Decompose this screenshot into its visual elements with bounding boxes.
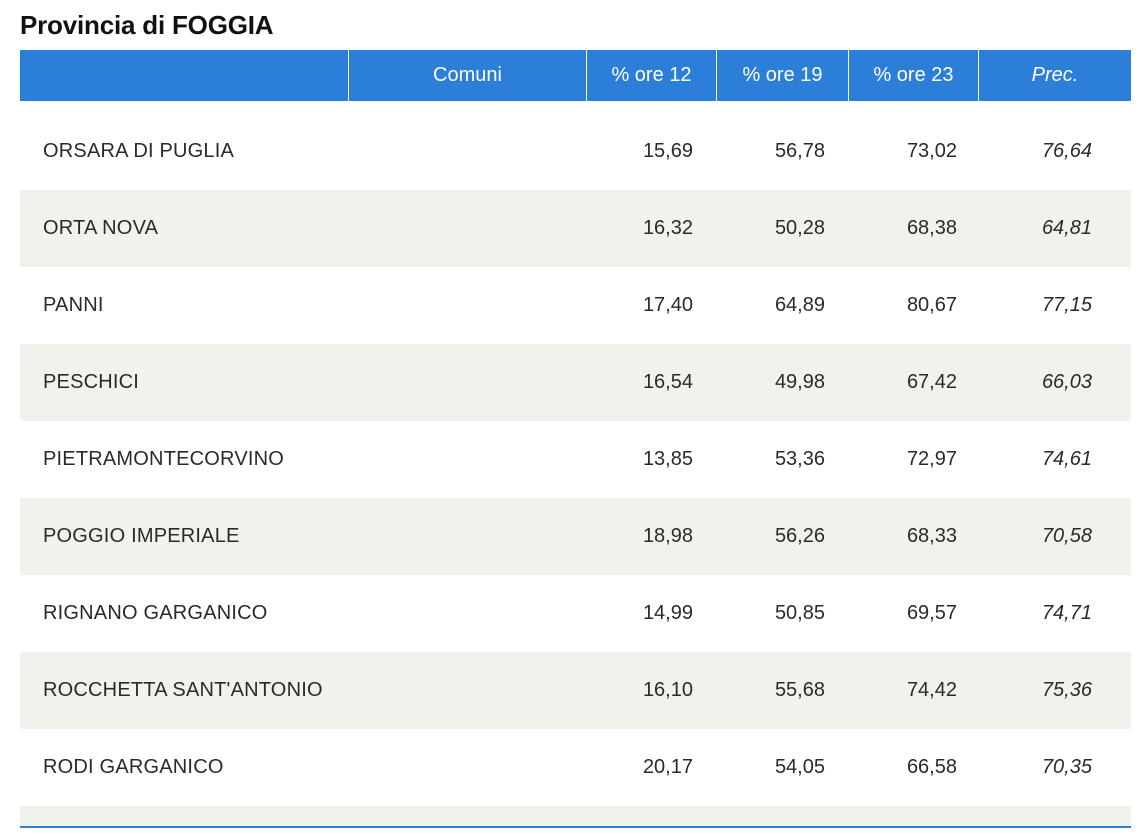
value-ore-19: 49,98 — [774, 371, 825, 393]
comune-name: PANNI — [43, 294, 104, 316]
header-comuni[interactable]: Comuni — [348, 50, 586, 101]
table-spacer — [20, 101, 1131, 113]
value-ore-19: 56,26 — [774, 525, 825, 547]
header-ore-23[interactable]: % ore 23 — [848, 50, 978, 101]
value-prec: 75,36 — [1041, 679, 1092, 701]
value-ore-12: 17,40 — [642, 294, 693, 316]
table-row: PESCHICI 16,54 49,98 67,42 66,03 — [20, 344, 1131, 421]
value-ore-23: 73,02 — [906, 140, 957, 162]
value-ore-19: 50,28 — [774, 217, 825, 239]
comune-name: RODI GARGANICO — [43, 756, 224, 778]
comune-name: ORTA NOVA — [43, 217, 159, 239]
value-prec: 70,58 — [1041, 525, 1092, 547]
value-ore-12: 18,98 — [642, 525, 693, 547]
comune-name: ROCCHETTA SANT'ANTONIO — [43, 679, 323, 701]
value-ore-19: 56,78 — [774, 140, 825, 162]
value-ore-12: 16,54 — [642, 371, 693, 393]
table-row: PANNI 17,40 64,89 80,67 77,15 — [20, 267, 1131, 344]
comune-name: RIGNANO GARGANICO — [43, 602, 268, 624]
value-ore-19: 50,85 — [774, 602, 825, 624]
value-ore-23: 72,97 — [906, 448, 957, 470]
value-ore-23: 67,42 — [906, 371, 957, 393]
table-body: ORSARA DI PUGLIA 15,69 56,78 73,02 76,64… — [20, 113, 1131, 806]
value-ore-23: 69,57 — [906, 602, 957, 624]
comune-name: PESCHICI — [43, 371, 140, 393]
value-ore-19: 55,68 — [774, 679, 825, 701]
value-prec: 66,03 — [1041, 371, 1092, 393]
header-prec[interactable]: Prec. — [978, 50, 1131, 101]
comune-name: PIETRAMONTECORVINO — [43, 448, 285, 470]
page-title: Provincia di FOGGIA — [20, 10, 274, 40]
value-ore-19: 64,89 — [774, 294, 825, 316]
value-ore-12: 15,69 — [642, 140, 693, 162]
value-ore-23: 68,33 — [906, 525, 957, 547]
header-ore-12[interactable]: % ore 12 — [586, 50, 716, 101]
table-row: POGGIO IMPERIALE 18,98 56,26 68,33 70,58 — [20, 498, 1131, 575]
value-ore-23: 66,58 — [906, 756, 957, 778]
table-bottom-border — [20, 826, 1131, 828]
value-ore-12: 14,99 — [642, 602, 693, 624]
table-row: RIGNANO GARGANICO 14,99 50,85 69,57 74,7… — [20, 575, 1131, 652]
value-ore-19: 54,05 — [774, 756, 825, 778]
table-footer-strip — [20, 806, 1131, 826]
comune-name: POGGIO IMPERIALE — [43, 525, 240, 547]
table-row: RODI GARGANICO 20,17 54,05 66,58 70,35 — [20, 729, 1131, 806]
table-row: ORSARA DI PUGLIA 15,69 56,78 73,02 76,64 — [20, 113, 1131, 190]
value-prec: 70,35 — [1041, 756, 1092, 778]
table-row: ORTA NOVA 16,32 50,28 68,38 64,81 — [20, 190, 1131, 267]
value-prec: 74,61 — [1041, 448, 1092, 470]
results-table: Comuni % ore 12 % ore 19 % ore 23 Prec. … — [20, 50, 1131, 828]
value-prec: 64,81 — [1041, 217, 1092, 239]
value-ore-23: 74,42 — [906, 679, 957, 701]
value-prec: 77,15 — [1041, 294, 1092, 316]
table-row: ROCCHETTA SANT'ANTONIO 16,10 55,68 74,42… — [20, 652, 1131, 729]
table-header: Comuni % ore 12 % ore 19 % ore 23 Prec. — [20, 50, 1131, 101]
value-ore-19: 53,36 — [774, 448, 825, 470]
value-ore-12: 16,10 — [642, 679, 693, 701]
comune-name: ORSARA DI PUGLIA — [43, 140, 235, 162]
value-prec: 74,71 — [1041, 602, 1092, 624]
table-row: PIETRAMONTECORVINO 13,85 53,36 72,97 74,… — [20, 421, 1131, 498]
value-ore-12: 13,85 — [642, 448, 693, 470]
value-prec: 76,64 — [1041, 140, 1092, 162]
value-ore-23: 80,67 — [906, 294, 957, 316]
value-ore-12: 20,17 — [642, 756, 693, 778]
value-ore-23: 68,38 — [906, 217, 957, 239]
value-ore-12: 16,32 — [642, 217, 693, 239]
header-blank — [20, 50, 348, 101]
header-ore-19[interactable]: % ore 19 — [716, 50, 848, 101]
